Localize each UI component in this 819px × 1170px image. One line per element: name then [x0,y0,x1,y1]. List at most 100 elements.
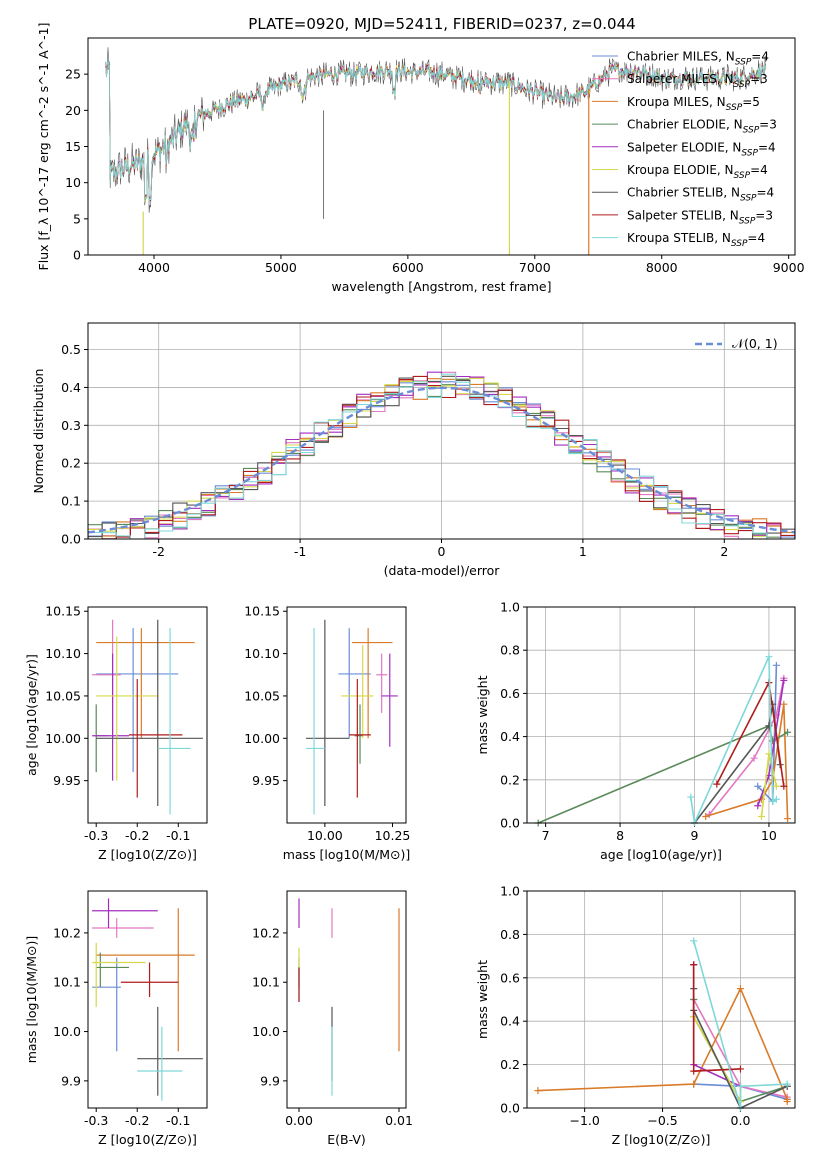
y-axis-label: mass weight [475,675,490,754]
x-axis-label: Z [log10(Z/Z⊙)] [98,847,197,862]
x-tick-label: 9000 [773,260,805,275]
plot-frame [286,606,407,824]
y-tick-label: 10.10 [45,646,81,661]
y-tick-label: 10.15 [244,604,280,619]
y-axis-label: Normed distribution [31,369,46,494]
x-tick-label: -0.1 [166,1113,190,1128]
y-tick-label: 0.6 [500,970,520,985]
x-tick-label: 0.01 [385,1113,413,1128]
x-axis-label: Z [log10(Z/Z⊙)] [98,1132,197,1147]
y-tick-label: 10.1 [252,975,280,990]
x-tick-label: -0.3 [84,828,108,843]
x-tick-label: 5000 [265,260,297,275]
plot-frame [87,322,796,540]
y-axis-label: mass [log10(M/M⊙)] [24,936,39,1064]
y-tick-label: 10.05 [45,688,81,703]
normal-curve [88,386,795,534]
plot-frame [87,606,208,824]
x-axis-label: wavelength [Angstrom, rest frame] [331,279,551,294]
weight-marker [690,1067,698,1075]
plot-frame [286,890,407,1109]
x-tick-label: -1 [294,544,306,559]
legend-entry: Chabrier STELIB, NSSP=4 [627,186,774,204]
legend-entry: Kroupa ELODIE, NSSP=4 [627,163,768,181]
y-tick-label: 25 [65,67,81,82]
legend-entry: Salpeter MILES, NSSP=3 [627,72,768,90]
x-tick-label: 10.25 [375,828,411,843]
weight-marker [780,700,788,708]
weight-marker [784,815,792,823]
y-tick-label: 9.9 [260,1073,280,1088]
weight-marker [736,1065,744,1073]
weight-line [537,724,788,823]
x-axis-label: E(B-V) [327,1132,366,1147]
x-tick-label: 10.00 [307,828,343,843]
y-tick-label: 0.4 [500,1014,520,1029]
y-tick-label: 1.0 [500,884,520,899]
x-axis-label: (data-model)/error [384,563,501,578]
x-axis-label: mass [log10(M/M⊙)] [283,847,411,862]
x-tick-label: 9 [691,828,699,843]
y-tick-label: 0.3 [61,418,81,433]
x-tick-label: 0.0 [731,1113,751,1128]
weight-marker [772,661,780,669]
y-tick-label: 0.4 [61,380,81,395]
x-tick-label: 8000 [646,260,678,275]
plot-frame [87,890,208,1109]
x-axis-label: Z [log10(Z/Z⊙)] [612,1132,711,1147]
y-tick-label: 10.2 [53,925,81,940]
legend-entry: Salpeter STELIB, NSSP=3 [627,208,773,226]
plot-frame [87,37,796,256]
spectrum-line [105,59,767,203]
weight-marker [758,813,765,821]
y-tick-label: 0.8 [500,643,520,658]
y-tick-label: 10.1 [53,975,81,990]
weight-marker [765,653,773,661]
weight-marker [736,985,744,993]
x-axis-label: age [log10(age/yr)] [600,847,722,862]
y-tick-label: 9.95 [53,773,81,788]
plot-frame [526,606,796,824]
weight-marker [780,782,788,790]
weight-marker [769,797,777,805]
weight-marker [690,937,698,945]
y-tick-label: 10.05 [244,688,280,703]
weight-marker [750,754,758,762]
x-tick-label: −0.5 [647,1113,677,1128]
weight-marker [690,961,698,969]
spectrum-line [105,47,767,213]
x-tick-label: 0.00 [285,1113,313,1128]
legend-entry: Chabrier ELODIE, NSSP=3 [627,118,777,136]
y-tick-label: 20 [65,103,81,118]
y-tick-label: 10.15 [45,604,81,619]
x-tick-label: −1.0 [569,1113,599,1128]
histogram-series [88,373,795,539]
y-tick-label: 0.8 [500,927,520,942]
x-tick-label: 8 [616,828,624,843]
x-tick-label: 4000 [138,260,170,275]
weight-marker [534,1087,542,1095]
histogram-series [88,377,795,539]
y-axis-label: Flux [f_λ 10^-17 erg cm^-2 s^-1 A^-1] [36,23,51,271]
x-tick-label: -0.1 [166,828,190,843]
y-tick-label: 0.5 [61,342,81,357]
legend-entry: 𝒩(0, 1) [732,336,778,351]
histogram-series [88,371,795,539]
y-tick-label: 0.6 [500,686,520,701]
weight-marker [713,780,721,788]
weight-marker [687,793,695,801]
y-tick-label: 10.10 [244,646,280,661]
weight-marker [736,1082,744,1090]
x-tick-label: -0.2 [125,1113,149,1128]
y-tick-label: 0 [73,248,81,263]
y-tick-label: 10.0 [252,1024,280,1039]
plot-frame [526,890,796,1109]
weight-marker [784,728,792,736]
x-tick-label: 1 [579,544,587,559]
x-tick-label: 7000 [519,260,551,275]
y-tick-label: 10.00 [45,731,81,746]
x-tick-label: 6000 [392,260,424,275]
y-axis-label: age [log10(age/yr)] [24,654,39,776]
y-tick-label: 10.0 [53,1024,81,1039]
weight-marker [772,795,780,803]
